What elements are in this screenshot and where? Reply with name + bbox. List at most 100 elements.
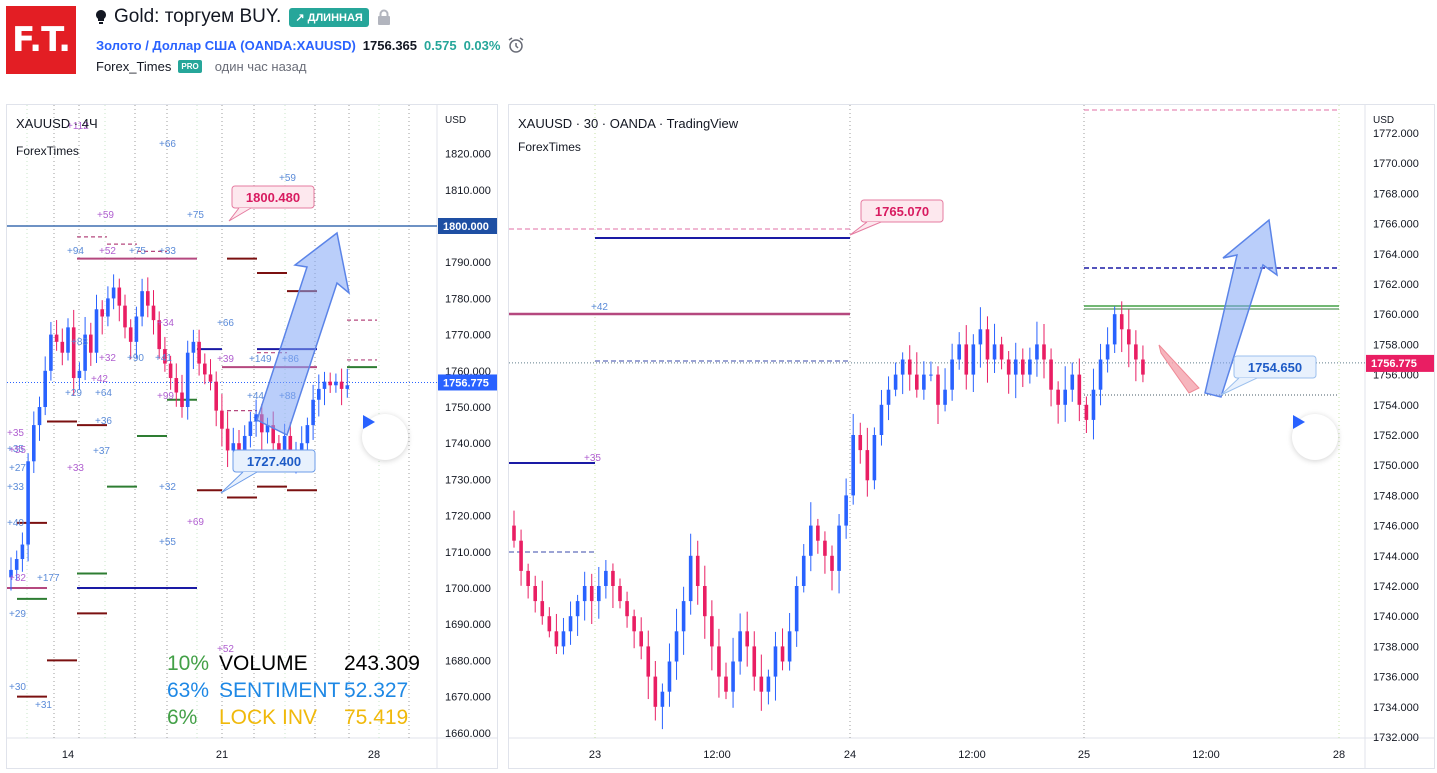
y-tick-label: 1772.000: [1373, 128, 1419, 140]
candle-body: [568, 616, 573, 632]
y-tick-label: 1764.000: [1373, 249, 1419, 261]
candle-body: [180, 392, 184, 407]
candle-body: [305, 425, 310, 444]
y-tick-label: 1732.000: [1373, 732, 1419, 744]
chart-right-canvas[interactable]: 1772.000 1770.000 1768.000 1766.000 1764.000…: [509, 105, 1434, 768]
chart-left-subtitle: ForexTimes: [16, 144, 79, 158]
profit-annotation: +37: [93, 446, 110, 457]
candle-body: [49, 334, 53, 371]
current-price-label: 1756.775: [1371, 358, 1417, 370]
chart-right[interactable]: 1772.000 1770.000 1768.000 1766.000 1764.000…: [508, 104, 1435, 769]
candle-body: [731, 661, 735, 692]
candle-body: [32, 425, 36, 462]
candle-body: [1006, 359, 1011, 375]
candle-body: [766, 676, 771, 692]
callout-bottom-box: [1233, 355, 1317, 379]
candle-body: [163, 349, 167, 364]
candle-body: [929, 374, 933, 376]
candle-body: [260, 414, 264, 433]
candle-body: [1141, 359, 1145, 375]
candle-body: [653, 676, 658, 707]
candle-body: [816, 525, 820, 541]
y-tick-label: 1738.000: [1373, 641, 1419, 653]
candle-body: [512, 525, 516, 541]
candle-body: [879, 404, 884, 435]
profit-annotation: +32: [9, 573, 26, 584]
buy-arrow: [256, 231, 351, 437]
candle-body: [1112, 314, 1117, 345]
candle-body: [717, 646, 721, 677]
candle-body: [345, 385, 350, 389]
candle-body: [66, 327, 70, 353]
chart-left-canvas[interactable]: 1820.000 1810.000 1800.000 1790.000 1780.000…: [7, 105, 497, 768]
candle-body: [738, 631, 742, 662]
y-tick-label: 1750.000: [1373, 460, 1419, 472]
y-tick-label: 1660.000: [445, 728, 491, 740]
y-tick-label: 1762.000: [1373, 279, 1419, 291]
stat-sentiment: 63% SENTIMENT 52.327: [167, 679, 409, 702]
profit-annotation: +66: [217, 318, 234, 329]
author-name[interactable]: Forex_Times: [96, 59, 172, 74]
candle-body: [667, 661, 672, 692]
candle-body: [597, 586, 601, 602]
y-tick-label: 1752.000: [1373, 430, 1419, 442]
symbol-row: Золото / Доллар США (OANDA:XAUUSD) 1756.…: [96, 36, 525, 54]
x-tick-label: 28: [368, 749, 380, 761]
profit-annotation: +75: [187, 210, 204, 221]
candle-body: [978, 329, 983, 345]
candle-body: [185, 352, 190, 407]
published-time: один час назад: [214, 59, 307, 74]
candle-body: [872, 435, 877, 481]
y-tick-label: 1690.000: [445, 619, 491, 631]
candle-body: [225, 428, 230, 451]
long-badge: ↗ ДЛИННАЯ: [289, 7, 369, 27]
candle-body: [759, 676, 764, 692]
candle-body: [77, 370, 82, 379]
x-tick-label: 25: [1078, 749, 1090, 761]
current-price-label: 1756.775: [443, 377, 489, 389]
chart-right-title: XAUUSD · 30 · OANDA · TradingView: [518, 116, 739, 131]
candle-body: [554, 631, 559, 647]
profit-annotation: +35: [7, 428, 24, 439]
play-button-right[interactable]: [1292, 414, 1338, 460]
candle-body: [992, 344, 997, 360]
candle-body: [752, 646, 757, 677]
candle-body: [9, 569, 13, 578]
candle-body: [936, 374, 940, 405]
candle-body: [231, 443, 236, 451]
candle-body: [1028, 359, 1032, 375]
profit-annotation: +55: [159, 537, 176, 548]
candle-body: [611, 570, 615, 586]
symbol-link[interactable]: Золото / Доллар США: [96, 37, 237, 53]
symbol-code-link[interactable]: (OANDA:XAUUSD): [240, 37, 356, 53]
candle-body: [197, 341, 201, 364]
candle-body: [1119, 314, 1124, 330]
y-tick-label: 1670.000: [445, 692, 491, 704]
candle-body: [106, 298, 110, 317]
candle-body: [1098, 359, 1103, 390]
profit-annotation: +52: [99, 246, 116, 257]
profit-annotation: +112: [67, 121, 89, 132]
chart-left[interactable]: 1820.000 1810.000 1800.000 1790.000 1780.000…: [6, 104, 498, 769]
profit-annotation: +55: [9, 445, 26, 456]
profit-annotation: +42: [591, 302, 608, 313]
profit-annotation: +90: [127, 353, 144, 364]
candle-body: [248, 421, 253, 436]
callout-bottom-pointer: [1220, 377, 1258, 396]
profit-annotation: +29: [9, 609, 26, 620]
candle-body: [660, 691, 665, 707]
alarm-clock-icon[interactable]: [507, 36, 525, 54]
candle-body: [971, 344, 976, 375]
currency-label: USD: [1373, 115, 1394, 126]
profit-annotation: +83: [71, 337, 88, 348]
play-button-left[interactable]: [362, 414, 408, 460]
candle-body: [191, 341, 196, 353]
candle-body: [710, 616, 714, 647]
profit-annotation: +40: [7, 518, 24, 529]
y-tick-label: 1770.000: [1373, 158, 1419, 170]
profit-annotation: +75: [129, 246, 146, 257]
lightbulb-icon: [96, 10, 106, 24]
y-tick-label: 1710.000: [445, 547, 491, 559]
candle-body: [54, 334, 59, 342]
candle-body: [1049, 359, 1053, 390]
